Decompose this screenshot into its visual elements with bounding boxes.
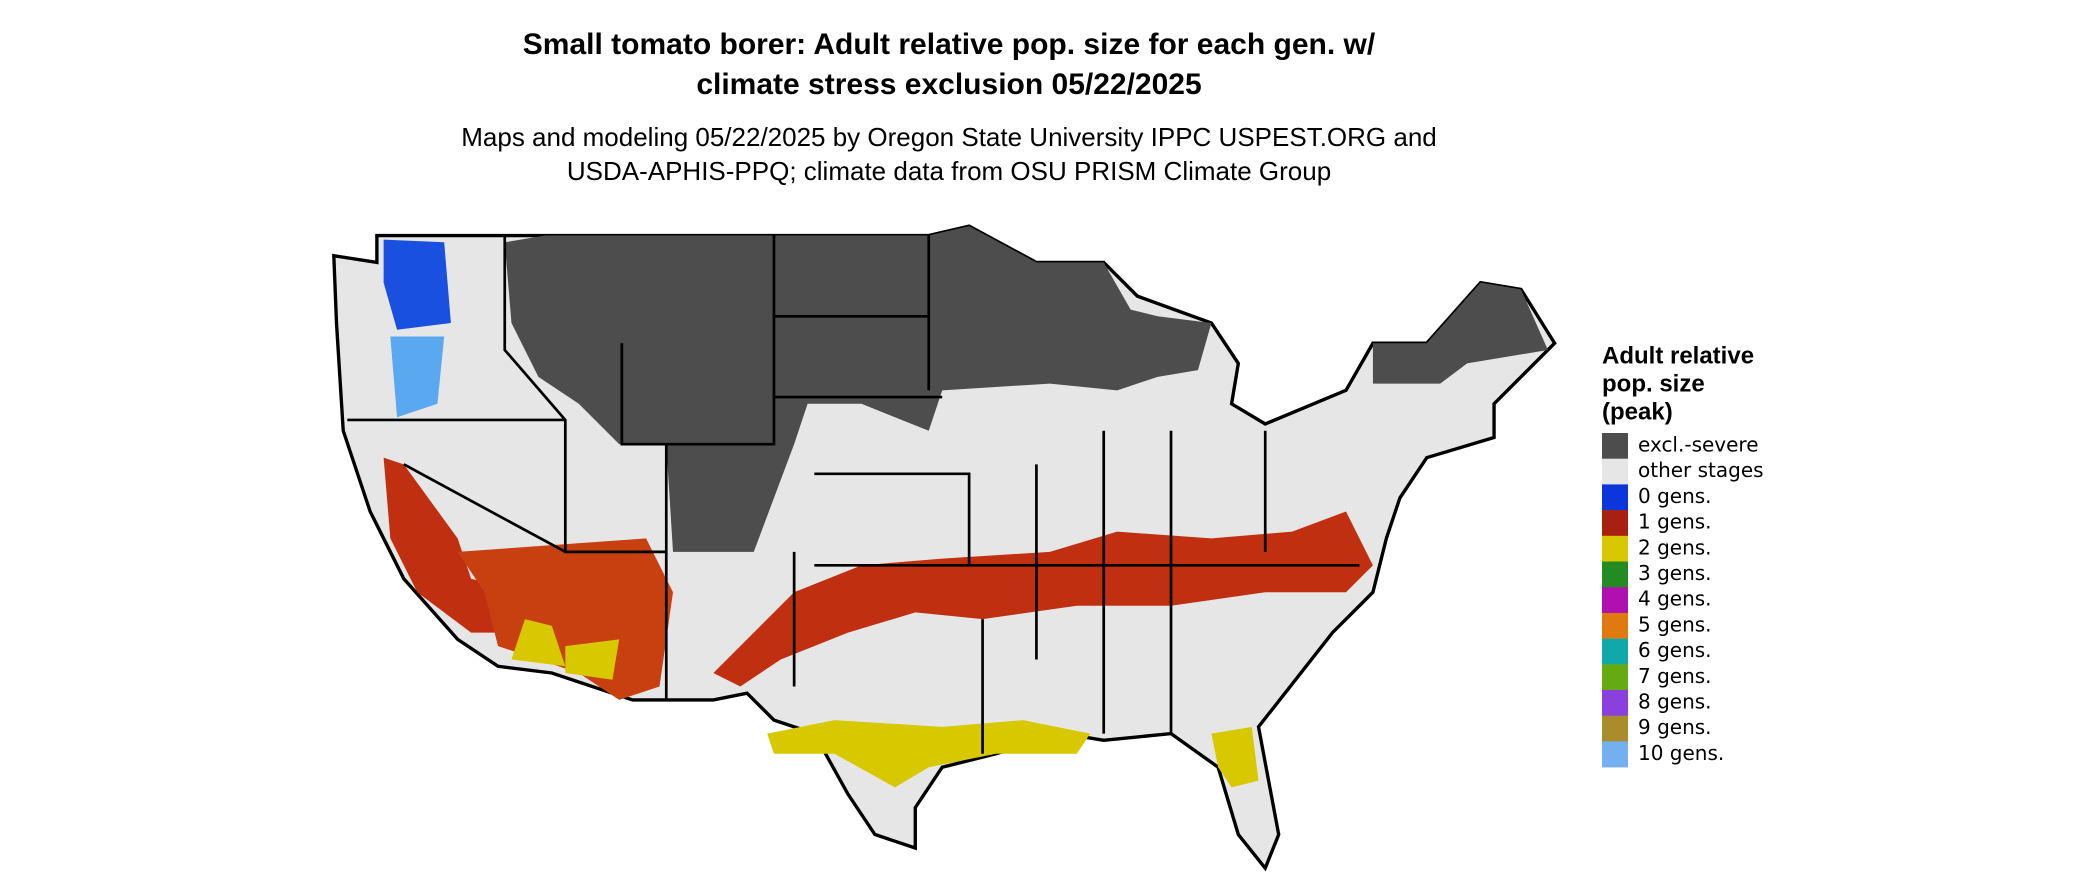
gen0-region (383, 239, 451, 330)
legend-swatch (1602, 664, 1628, 691)
legend-label: 9 gens. (1638, 715, 1712, 739)
legend-swatch (1602, 715, 1628, 742)
legend-swatch (1602, 484, 1628, 511)
excluded-region (1372, 282, 1548, 384)
state-borders (347, 235, 1360, 754)
legend-label: 3 gens. (1638, 561, 1712, 585)
legend-label: 2 gens. (1638, 535, 1712, 559)
legend-label: 5 gens. (1638, 612, 1712, 636)
legend-label: 7 gens. (1638, 664, 1712, 688)
gen2-region (565, 639, 620, 680)
legend-label: 6 gens. (1638, 638, 1712, 662)
legend-swatch (1602, 535, 1628, 562)
legend-swatch (1602, 433, 1628, 459)
excluded-region (504, 226, 1212, 552)
subtitle: USDA-APHIS-PPQ; climate data from OSU PR… (567, 156, 1331, 186)
legend-swatch (1602, 510, 1628, 537)
legend-swatch (1602, 690, 1628, 716)
legend-swatch (1602, 612, 1628, 639)
legend-label: 0 gens. (1638, 484, 1712, 508)
subtitle: Maps and modeling 05/22/2025 by Oregon S… (461, 122, 1437, 152)
title: climate stress exclusion 05/22/2025 (696, 68, 1201, 101)
map (332, 224, 1557, 872)
legend-swatch (1602, 561, 1628, 588)
legend-swatch (1602, 638, 1628, 665)
gen2-region (767, 720, 1091, 788)
legend-label: 8 gens. (1638, 690, 1712, 714)
legend-swatch (1602, 741, 1628, 768)
gen1-region (713, 511, 1373, 687)
legend-label: 1 gens. (1638, 510, 1712, 534)
gen1-region (457, 538, 673, 700)
legend-title: (peak) (1602, 398, 1673, 425)
legend-title: Adult relative (1602, 342, 1754, 369)
gen2-region (1211, 726, 1259, 788)
gen2-region (511, 619, 566, 667)
title: Small tomato borer: Adult relative pop. … (523, 28, 1376, 61)
legend-label: 4 gens. (1638, 587, 1712, 611)
legend-label: excl.-severe (1638, 433, 1759, 457)
legend-swatch (1602, 458, 1628, 485)
legend-label: other stages (1638, 458, 1764, 482)
gen10-region (390, 336, 445, 418)
legend-title: pop. size (1602, 370, 1705, 397)
legend-swatch (1602, 587, 1628, 614)
legend-label: 10 gens. (1638, 741, 1724, 765)
